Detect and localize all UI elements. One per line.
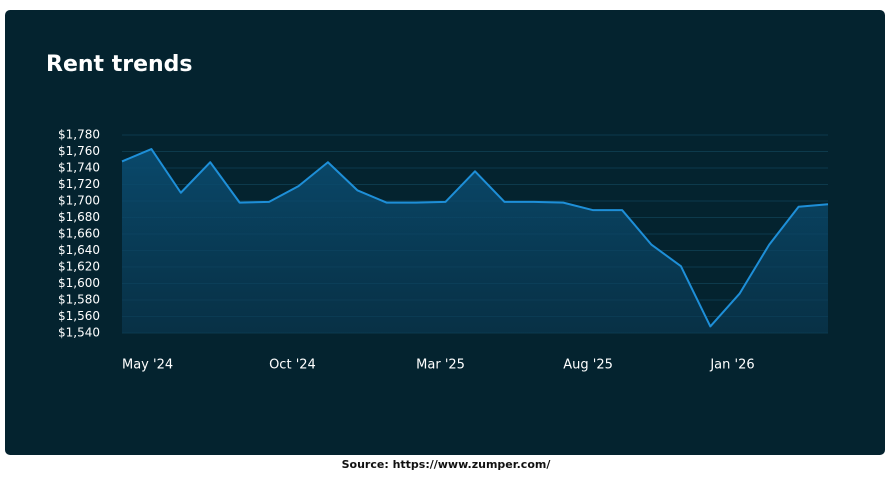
y-tick-label: $1,600	[58, 276, 100, 290]
y-tick-label: $1,740	[58, 161, 100, 175]
x-tick-label: May '24	[122, 358, 173, 373]
y-tick-label: $1,780	[58, 128, 100, 142]
y-tick-label: $1,540	[58, 326, 100, 340]
y-tick-label: $1,680	[58, 210, 100, 224]
source: Source: https://www.zumper.com/	[342, 458, 552, 471]
area	[122, 149, 828, 333]
y-tick-label: $1,660	[58, 227, 100, 241]
x-tick-label: Oct '24	[269, 358, 316, 373]
y-tick-label: $1,720	[58, 177, 100, 191]
y-tick-label: $1,580	[58, 293, 100, 307]
y-tick-label: $1,640	[58, 243, 100, 257]
x-tick-label: Aug '25	[563, 358, 613, 373]
chart-title: Rent trends	[46, 52, 193, 77]
x-tick-label: Jan '26	[709, 358, 754, 373]
y-tick-label: $1,560	[58, 309, 100, 323]
line	[121, 148, 829, 328]
y-tick-label: $1,700	[58, 194, 100, 208]
x-tick-label: Mar '25	[416, 358, 465, 373]
y-tick-label: $1,760	[58, 144, 100, 158]
y-tick-label: $1,620	[58, 260, 100, 274]
